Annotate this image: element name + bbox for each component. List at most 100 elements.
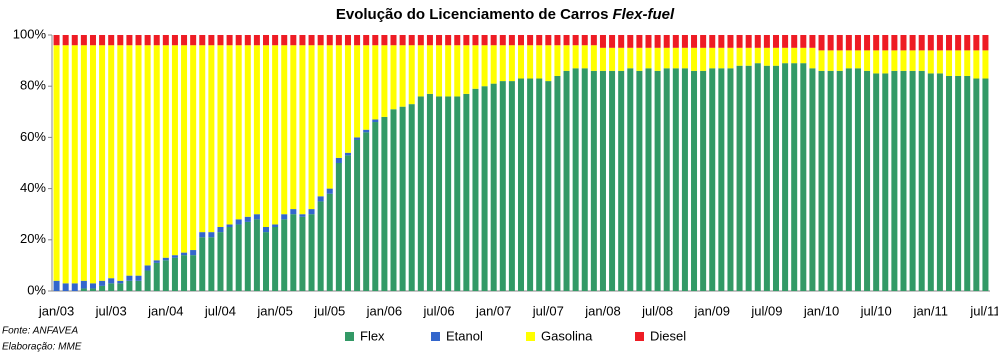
- bar-segment: [399, 106, 406, 292]
- legend-label: Gasolina: [541, 328, 593, 343]
- bar-segment: [873, 73, 880, 292]
- bar-segment: [818, 70, 825, 291]
- bar-segment: [372, 122, 379, 291]
- bar-segment: [244, 35, 251, 46]
- bar-segment: [263, 45, 270, 227]
- bar-segment: [153, 45, 160, 261]
- bar-segment: [299, 216, 306, 291]
- bar-segment: [882, 50, 889, 74]
- bar-segment: [572, 68, 579, 291]
- bar-segment: [800, 35, 807, 48]
- bar-segment: [190, 45, 197, 251]
- bar-segment: [335, 157, 342, 163]
- bar-segment: [372, 45, 379, 120]
- bar-segment: [554, 35, 561, 46]
- bar-segment: [53, 280, 60, 291]
- legend-item: Flex: [345, 328, 385, 343]
- bar-segment: [927, 73, 934, 292]
- x-tick-label: jan/04: [147, 303, 183, 318]
- bar-segment: [681, 47, 688, 69]
- bar-segment: [609, 70, 616, 291]
- bar-segment: [89, 283, 96, 289]
- bar-segment: [244, 45, 251, 217]
- bar-segment: [235, 35, 242, 46]
- bar-segment: [153, 35, 160, 46]
- bar-segment: [317, 45, 324, 197]
- bar-segment: [918, 70, 925, 291]
- bar-segment: [80, 35, 87, 46]
- bar-segment: [691, 70, 698, 291]
- bar-segment: [636, 47, 643, 71]
- bar-segment: [108, 35, 115, 46]
- bar-segment: [381, 35, 388, 46]
- credit-note: Elaboração: MME: [2, 342, 82, 353]
- bar-segment: [363, 132, 370, 291]
- bar-segment: [590, 70, 597, 291]
- bar-segment: [827, 50, 834, 71]
- bar-segment: [281, 214, 288, 220]
- bar-segment: [946, 35, 953, 51]
- bar-segment: [299, 45, 306, 215]
- bar-segment: [126, 35, 133, 46]
- bar-segment: [62, 35, 69, 46]
- bar-segment: [973, 78, 980, 292]
- bar-segment: [317, 196, 324, 202]
- bar-segment: [363, 45, 370, 130]
- x-tick-label: jul/06: [422, 303, 454, 318]
- bar-segment: [818, 50, 825, 71]
- bar-segment: [99, 45, 106, 281]
- bar-segment: [508, 35, 515, 46]
- bar-segment: [481, 86, 488, 291]
- bar-segment: [326, 35, 333, 46]
- bar-segment: [864, 50, 871, 71]
- bar-segment: [99, 35, 106, 46]
- bar-segment: [754, 47, 761, 64]
- bar-segment: [627, 68, 634, 291]
- bar-segment: [199, 45, 206, 233]
- bar-segment: [508, 81, 515, 291]
- bar-segment: [317, 201, 324, 291]
- bar-segment: [290, 45, 297, 210]
- bar-segment: [891, 50, 898, 71]
- bar-segment: [99, 285, 106, 291]
- bar-segment: [354, 137, 361, 140]
- bar-segment: [171, 257, 178, 291]
- bar-segment: [190, 255, 197, 291]
- bar-segment: [964, 75, 971, 292]
- bar-segment: [663, 35, 670, 48]
- bar-segment: [772, 47, 779, 66]
- bar-segment: [772, 35, 779, 48]
- bar-segment: [527, 35, 534, 46]
- bar-segment: [226, 227, 233, 291]
- x-tick-label: jul/10: [860, 303, 892, 318]
- bar-segment: [71, 283, 78, 291]
- bar-segment: [481, 35, 488, 46]
- y-tick-label: 80%: [20, 78, 46, 93]
- bar-segment: [709, 68, 716, 291]
- bar-segment: [563, 35, 570, 46]
- bar-segment: [718, 47, 725, 69]
- bar-segment: [454, 96, 461, 291]
- bar-segment: [408, 35, 415, 46]
- bar-segment: [918, 50, 925, 71]
- bar-segment: [253, 214, 260, 220]
- bar-segment: [162, 35, 169, 46]
- bar-segment: [281, 219, 288, 291]
- bar-segment: [599, 47, 606, 71]
- bar-segment: [536, 35, 543, 46]
- x-tick-label: jan/09: [694, 303, 730, 318]
- bar-segment: [253, 219, 260, 291]
- bar-segment: [445, 45, 452, 97]
- bar-segment: [99, 280, 106, 286]
- x-tick-label: jul/04: [204, 303, 236, 318]
- bar-segment: [836, 50, 843, 71]
- bar-segment: [909, 35, 916, 51]
- bar-segment: [809, 35, 816, 48]
- x-tick-label: jan/05: [256, 303, 292, 318]
- bar-segment: [854, 68, 861, 291]
- bar-segment: [153, 262, 160, 291]
- x-tick-label: jul/08: [641, 303, 673, 318]
- bar-segment: [909, 70, 916, 291]
- bar-segment: [126, 45, 133, 276]
- legend-swatch: [345, 332, 354, 341]
